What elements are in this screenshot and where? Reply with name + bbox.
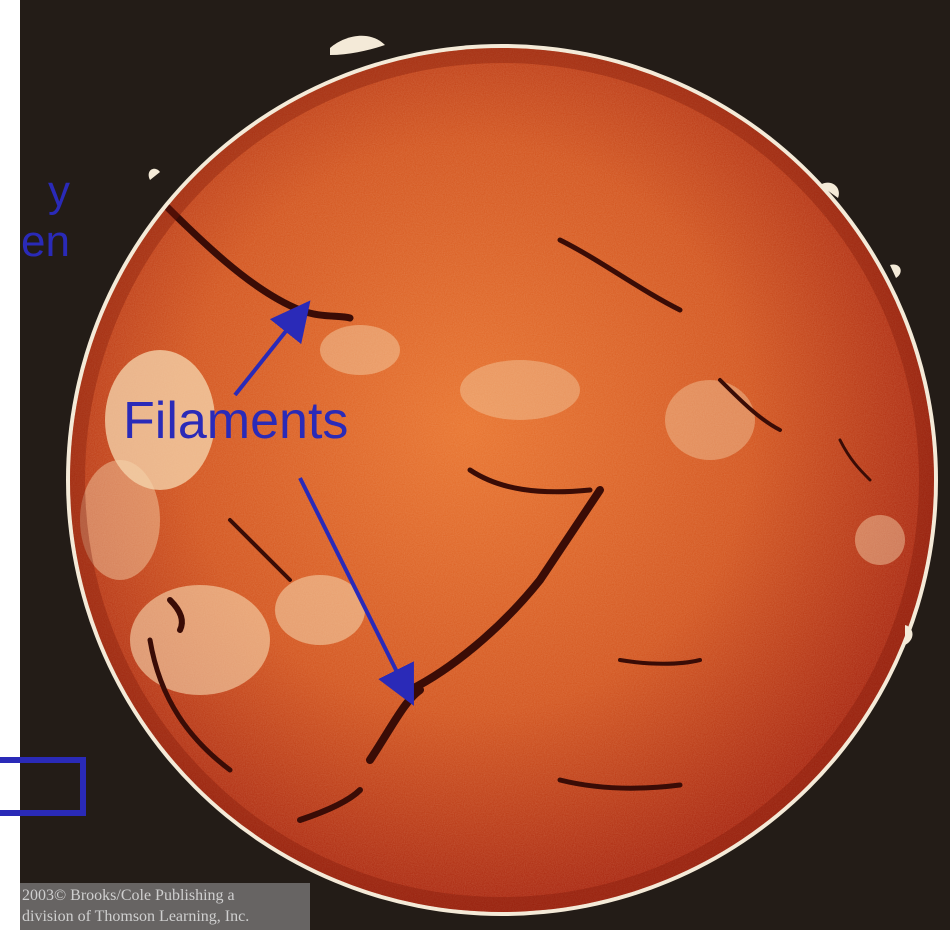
filaments-label: Filaments <box>123 392 349 450</box>
sun-texture <box>70 48 934 912</box>
plage-regions <box>80 325 905 695</box>
cut-off-text-line-2: en <box>21 217 70 266</box>
arrow-to-upper-filament <box>233 300 311 397</box>
cut-off-slide-text: y en <box>0 160 70 280</box>
highlight-box <box>0 757 86 816</box>
arrow-to-lower-filament <box>298 477 414 706</box>
copyright-line-1: 2003© Brooks/Cole Publishing a <box>22 887 235 904</box>
prominences <box>148 35 913 645</box>
cut-off-text-line-1: y <box>48 167 70 216</box>
copyright-line-2: division of Thomson Learning, Inc. <box>22 908 250 925</box>
filaments <box>146 186 872 823</box>
copyright-notice: 2003© Brooks/Cole Publishing a division … <box>20 883 310 930</box>
